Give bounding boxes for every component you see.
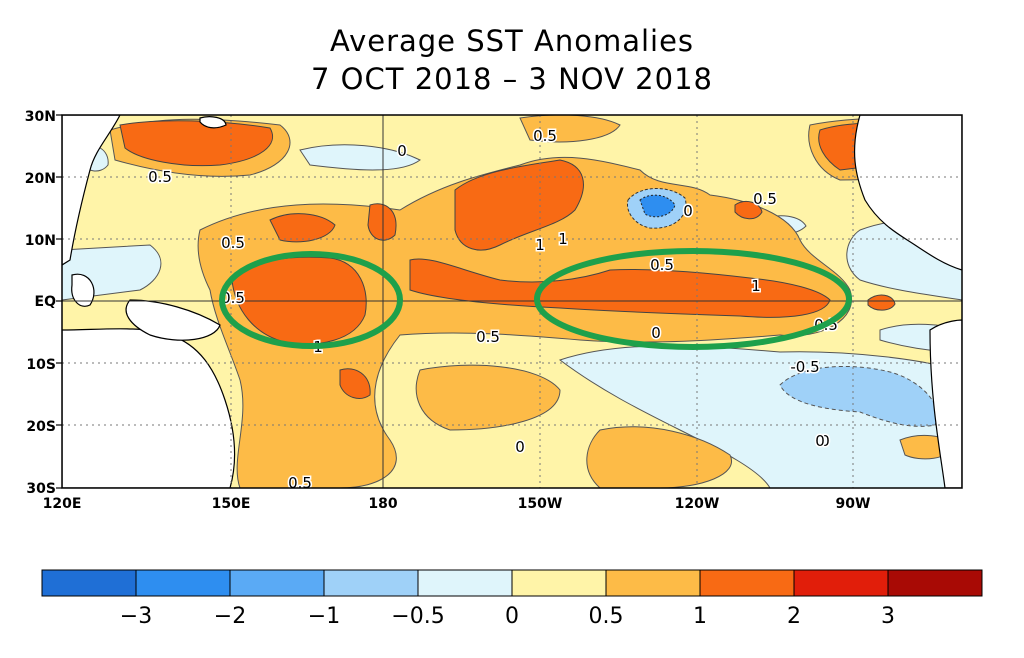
contour-label: 0.5 xyxy=(533,127,557,145)
lat-label: 10N xyxy=(25,233,56,249)
contour-label: 0.5 xyxy=(221,234,245,252)
colorbar-tick-label: −2 xyxy=(214,604,246,629)
contour-label: 1 xyxy=(751,277,761,295)
hot-spot-east-north xyxy=(734,201,763,220)
hot-spot-south-central xyxy=(339,368,371,399)
lat-label: 20N xyxy=(25,171,56,187)
contour-label: 0.5 xyxy=(650,256,674,274)
colorbar-segment xyxy=(793,569,889,597)
colorbar-segment xyxy=(135,569,231,597)
lat-label: 20S xyxy=(26,419,56,435)
colorbar-segment xyxy=(699,569,795,597)
lat-label: 10S xyxy=(26,357,56,373)
contour-label: 0.5 xyxy=(221,289,245,307)
colorbar-segment xyxy=(887,569,983,597)
lat-label: 30S xyxy=(26,481,56,497)
colorbar-tick-label: −3 xyxy=(120,604,152,629)
colorbar-segment xyxy=(229,569,325,597)
colorbar-tick-label: 0 xyxy=(505,604,519,629)
contour-label: 0 xyxy=(820,432,830,450)
warm-region-south-central xyxy=(415,364,561,431)
warm-region-southeast xyxy=(586,426,733,488)
contour-label: 1 xyxy=(558,230,568,248)
colorbar-segment xyxy=(511,569,607,597)
lon-label: 120W xyxy=(675,496,720,512)
contour-label: 0.5 xyxy=(753,190,777,208)
contour-label: 0.5 xyxy=(148,168,172,186)
colorbar-tick-label: −1 xyxy=(308,604,340,629)
landmass-australia xyxy=(62,328,236,488)
warm-region-central-band xyxy=(197,156,853,488)
cool-region-north-central xyxy=(299,144,421,171)
colorbar-segment xyxy=(417,569,513,597)
contour-label: -0.5 xyxy=(790,358,819,376)
hot-spot-east-equatorial xyxy=(867,294,896,311)
landmass-asia xyxy=(62,115,121,266)
cold-pocket-core xyxy=(639,194,676,218)
lon-label: 90W xyxy=(836,496,871,512)
colorbar-segment xyxy=(41,569,137,597)
colorbar-tick-label: 0.5 xyxy=(589,604,624,629)
colorbar: −3 −2 −1 −0.5 0 0.5 1 2 3 xyxy=(0,560,1024,640)
contour-label: 0 xyxy=(397,142,407,160)
landmass-new-guinea xyxy=(125,299,221,341)
contour-label: 0.5 xyxy=(476,328,500,346)
landmass-japan xyxy=(199,116,227,129)
map-title: Average SST Anomalies xyxy=(329,24,695,58)
contour-label: 0 xyxy=(515,438,525,456)
landmass-south-america xyxy=(929,319,962,488)
map-date-range: 7 OCT 2018 – 3 NOV 2018 xyxy=(311,62,713,96)
lon-label: 150W xyxy=(518,496,563,512)
colorbar-tick-label: 3 xyxy=(881,604,895,629)
highlight-ellipse-east xyxy=(534,248,852,350)
lon-label: 120E xyxy=(43,496,82,512)
hot-spot-equatorial-band xyxy=(409,258,831,318)
sst-anomaly-map: 0.5 0 0.5 0.5 0.5 0.5 1 1 0.5 0 0.5 0 0.5 1 0.5 0 -0.5 0 0… xyxy=(25,109,963,512)
colorbar-segment xyxy=(605,569,701,597)
colorbar-segment xyxy=(323,569,419,597)
contour-label: 0.5 xyxy=(288,474,312,492)
landmass-north-america xyxy=(853,115,962,271)
contour-label: 0 xyxy=(815,432,825,450)
colorbar-tick-label: −0.5 xyxy=(391,604,444,629)
hot-spot-northwest xyxy=(119,120,273,167)
lat-label: EQ xyxy=(35,294,57,310)
contour-label: 0 xyxy=(651,324,661,342)
lon-label: 150E xyxy=(212,496,251,512)
highlight-ellipse-west xyxy=(219,251,403,349)
hot-spot-central-north xyxy=(454,159,584,251)
colorbar-tick-label: 1 xyxy=(693,604,707,629)
contour-label: 0.5 xyxy=(148,168,172,186)
contour-label: 0 xyxy=(683,202,693,220)
cool-region-negative-south xyxy=(779,365,938,427)
lat-label: 30N xyxy=(25,109,56,125)
hot-spot-west-north xyxy=(269,213,336,243)
lon-label: 180 xyxy=(368,496,397,512)
landmass-borneo xyxy=(71,273,95,307)
colorbar-tick-label: 2 xyxy=(787,604,801,629)
contour-label: 1 xyxy=(535,236,545,254)
